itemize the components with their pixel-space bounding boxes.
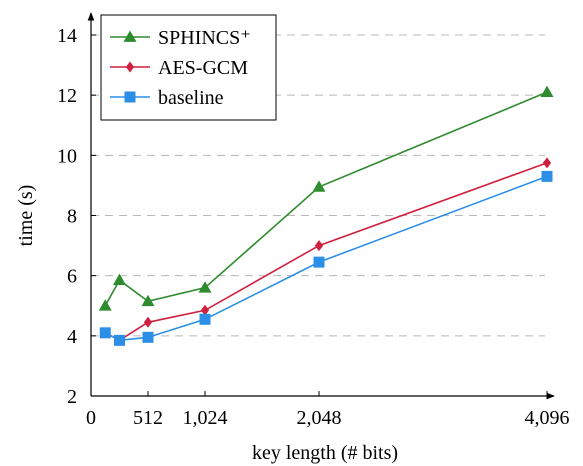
data-point xyxy=(200,304,210,316)
data-point xyxy=(540,85,554,98)
data-point xyxy=(542,157,552,169)
data-point xyxy=(313,256,325,268)
legend-item: baseline xyxy=(110,87,224,109)
legend-label: AES-GCM xyxy=(158,57,248,79)
x-tick-label: 512 xyxy=(133,407,163,429)
legend-marker xyxy=(124,91,136,103)
legend-marker xyxy=(123,30,137,42)
data-point xyxy=(143,316,153,328)
data-point xyxy=(198,281,212,293)
legend-marker xyxy=(125,61,135,73)
data-point xyxy=(114,334,125,346)
y-tick-label: 14 xyxy=(57,25,77,47)
series-line xyxy=(104,175,548,342)
series-2 xyxy=(99,170,553,346)
y-tick-label: 10 xyxy=(57,145,77,167)
y-tick-label: 4 xyxy=(67,326,77,348)
y-tick-label: 2 xyxy=(67,386,77,408)
x-axis-label: key length (# bits) xyxy=(252,442,398,464)
data-point xyxy=(99,327,111,339)
series-group xyxy=(98,85,554,346)
y-tick-label: 8 xyxy=(67,206,77,228)
y-tick-label: 6 xyxy=(67,266,77,288)
series-line xyxy=(104,91,548,307)
x-tick-label: 0 xyxy=(86,407,96,429)
axes: 2 4 6 8 10 12 14 0 512 1,024 2,048 4,096 xyxy=(57,12,570,429)
series-1 xyxy=(101,157,552,346)
series-line xyxy=(104,162,548,342)
data-point xyxy=(312,180,326,192)
data-point xyxy=(199,313,211,325)
data-point xyxy=(141,294,155,307)
legend-item: AES-GCM xyxy=(110,57,248,79)
data-point xyxy=(314,240,324,252)
data-point xyxy=(541,170,553,182)
data-point xyxy=(113,273,126,286)
legend-item: SPHINCS⁺ xyxy=(110,27,251,49)
x-tick-label: 2,048 xyxy=(297,407,342,429)
y-tick-label: 12 xyxy=(57,85,77,107)
x-tick-label: 1,024 xyxy=(183,407,228,429)
legend: SPHINCS⁺ AES-GCM baseline xyxy=(100,14,277,121)
legend-label: SPHINCS⁺ xyxy=(158,27,251,49)
series-0 xyxy=(98,85,554,311)
y-axis-label: time (s) xyxy=(15,185,37,247)
data-point xyxy=(142,331,154,343)
legend-label: baseline xyxy=(158,87,224,109)
data-point xyxy=(98,299,112,311)
x-tick-label: 4,096 xyxy=(525,407,570,429)
